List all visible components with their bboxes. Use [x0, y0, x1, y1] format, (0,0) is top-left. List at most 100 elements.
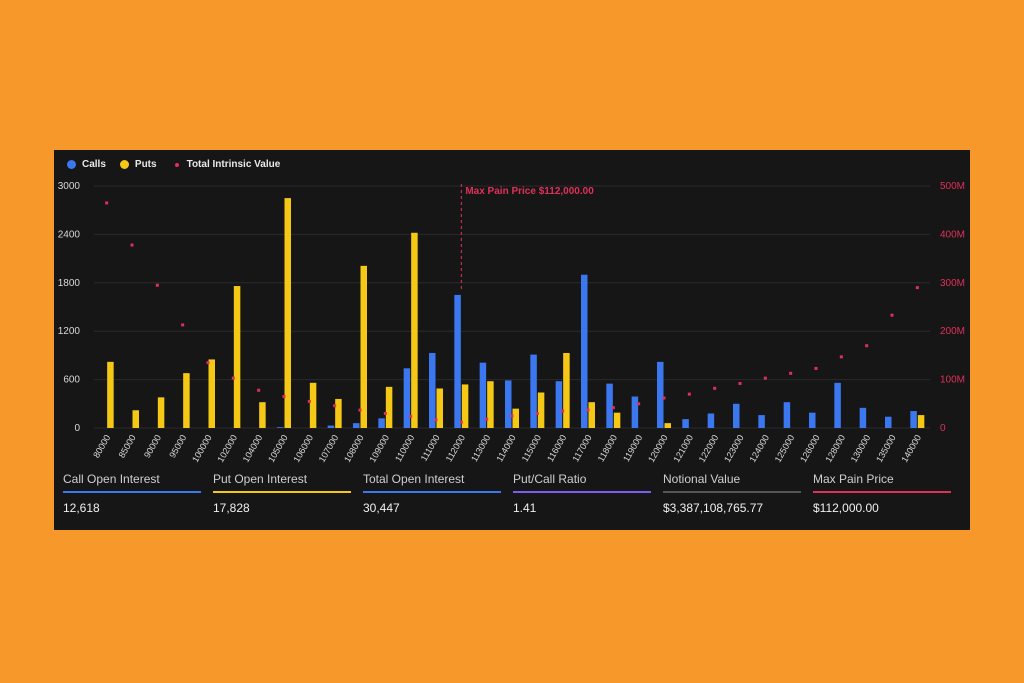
x-tick-label: 80000: [91, 433, 112, 460]
intrinsic-point: [763, 376, 767, 380]
stat-put-call-ratio: Put/Call Ratio 1.41: [513, 472, 663, 515]
stat-put-open-interest: Put Open Interest 17,828: [213, 472, 363, 515]
stat-value: 1.41: [513, 501, 537, 515]
calls-bar: [809, 412, 816, 428]
calls-bar: [277, 427, 284, 428]
stat-label: Total Open Interest: [363, 472, 465, 486]
stat-rule: [213, 491, 351, 493]
stat-value: 17,828: [213, 501, 250, 515]
stat-rule: [63, 491, 201, 493]
puts-bar: [512, 408, 519, 428]
puts-bar: [411, 232, 418, 428]
y-right-tick-label: 500M: [940, 181, 965, 192]
x-tick-label: 109000: [367, 433, 391, 464]
puts-bar: [284, 198, 291, 428]
x-tick-label: 128000: [823, 433, 847, 464]
intrinsic-point: [662, 396, 666, 400]
puts-bar: [259, 402, 266, 428]
intrinsic-point: [535, 411, 539, 415]
intrinsic-point: [231, 376, 235, 380]
legend-item-puts[interactable]: Puts: [119, 159, 157, 170]
calls-dot-icon: [67, 160, 76, 169]
legend-item-calls[interactable]: Calls: [67, 159, 106, 170]
max-pain-marker-label: Max Pain Price $112,000.00: [465, 186, 594, 197]
x-tick-label: 116000: [545, 433, 568, 463]
intrinsic-point: [687, 392, 691, 396]
calls-bar: [758, 415, 765, 428]
intrinsic-point: [915, 286, 919, 290]
stat-label: Put Open Interest: [213, 472, 308, 486]
x-tick-label: 102000: [215, 433, 239, 464]
intrinsic-point: [333, 404, 337, 408]
intrinsic-point: [611, 406, 615, 410]
legend-item-intrinsic[interactable]: Total Intrinsic Value: [171, 159, 281, 170]
intrinsic-point: [814, 366, 818, 370]
puts-bar: [309, 382, 317, 428]
calls-bar: [707, 413, 715, 428]
puts-bar: [461, 384, 469, 428]
x-tick-label: 124000: [747, 433, 771, 464]
intrinsic-point: [130, 243, 134, 247]
calls-bar: [733, 403, 740, 428]
intrinsic-point: [485, 417, 489, 421]
intrinsic-point: [206, 361, 210, 365]
intrinsic-point: [358, 408, 362, 412]
x-tick-label: 107000: [317, 433, 341, 464]
x-tick-label: 140000: [899, 433, 923, 464]
open-interest-chart: 3000 500M 2400 400M 1800 300M 1200 200M 600 100M 0…: [58, 181, 965, 464]
intrinsic-point: [738, 381, 742, 385]
x-tick-label: 100000: [190, 433, 214, 464]
intrinsic-point: [789, 371, 793, 375]
stat-label: Put/Call Ratio: [513, 472, 587, 486]
intrinsic-point: [155, 283, 159, 287]
calls-bar: [859, 407, 867, 428]
intrinsic-point: [307, 399, 311, 403]
x-tick-label: 115000: [520, 433, 543, 463]
stat-max-pain-price: Max Pain Price $112,000.00: [813, 472, 963, 515]
puts-bar: [360, 265, 367, 428]
intrinsic-point: [865, 344, 869, 348]
calls-bar: [454, 294, 461, 428]
x-tick-label: 118000: [596, 433, 619, 463]
x-tick-label: 130000: [849, 433, 873, 464]
stat-label: Notional Value: [663, 472, 741, 486]
y-right-tick-label: 300M: [940, 278, 965, 289]
calls-bar: [479, 362, 487, 428]
y-right-tick-label: 0: [940, 423, 946, 434]
intrinsic-point: [839, 355, 843, 359]
x-tick-label: 90000: [142, 433, 163, 460]
intrinsic-point: [713, 386, 717, 390]
chart-legend: Calls Puts Total Intrinsic Value: [67, 159, 294, 170]
puts-bar: [157, 397, 165, 428]
y-left-tick-label: 600: [63, 375, 80, 386]
y-left-tick-label: 1200: [58, 326, 81, 337]
x-tick-label: 135000: [874, 433, 898, 464]
intrinsic-point: [459, 420, 463, 424]
puts-bar: [335, 398, 342, 428]
intrinsic-point: [434, 418, 438, 422]
y-right-tick-label: 400M: [940, 229, 965, 240]
puts-bar: [537, 392, 545, 428]
stats-row: Call Open Interest 12,618 Put Open Inter…: [63, 472, 963, 515]
calls-bar: [581, 274, 588, 428]
x-tick-label: 113000: [469, 433, 492, 463]
stat-notional-value: Notional Value $3,387,108,765.77: [663, 472, 813, 515]
stat-value: $3,387,108,765.77: [663, 501, 764, 515]
puts-bar: [917, 415, 925, 428]
x-tick-label: 85000: [117, 433, 138, 460]
puts-bar: [233, 286, 241, 428]
intrinsic-point: [510, 414, 514, 418]
legend-label-intrinsic: Total Intrinsic Value: [186, 159, 281, 170]
calls-bar: [885, 416, 892, 428]
stat-rule: [363, 491, 501, 493]
chart-panel: 3000 500M 2400 400M 1800 300M 1200 200M 600 100M 0…: [54, 150, 970, 530]
stat-call-open-interest: Call Open Interest 12,618: [63, 472, 213, 515]
calls-bar: [555, 381, 563, 428]
puts-bar: [183, 373, 190, 428]
intrinsic-point: [282, 395, 286, 399]
legend-label-calls: Calls: [82, 159, 106, 170]
puts-bar: [613, 412, 621, 428]
calls-bar: [657, 361, 664, 428]
calls-bar: [606, 383, 613, 428]
puts-bar: [436, 388, 443, 428]
